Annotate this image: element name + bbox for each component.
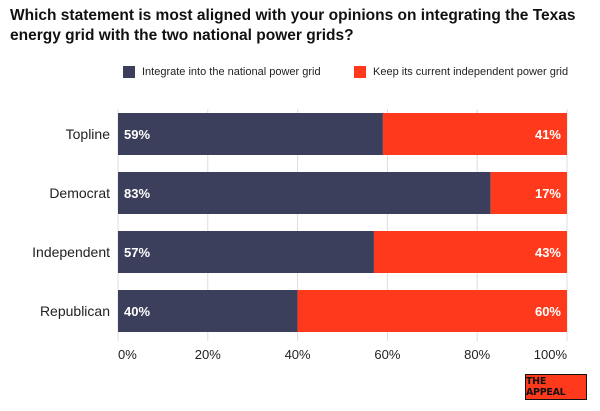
data-label: 83% [124,186,150,201]
the-appeal-logo: THE APPEAL [525,374,587,400]
legend-swatch-integrate [123,66,135,78]
bar-segment [490,172,567,214]
category-label: Independent [32,244,110,260]
bar-segment [297,290,567,332]
data-label: 17% [535,186,561,201]
legend-item-keep-independent: Keep its current independent power grid [354,66,568,78]
bar-segment [118,290,298,332]
legend: Integrate into the national power grid K… [0,66,600,82]
data-label: 60% [535,304,561,319]
x-tick-label: 20% [195,347,221,362]
legend-swatch-keep-independent [354,66,366,78]
chart-title: Which statement is most aligned with you… [10,7,576,44]
data-label: 59% [124,127,150,142]
x-tick-label: 80% [464,347,490,362]
bar-segment [118,231,374,273]
legend-item-integrate: Integrate into the national power grid [123,66,321,78]
x-tick-label: 100% [534,347,568,362]
legend-label-integrate: Integrate into the national power grid [142,66,321,78]
bar-segment [382,113,567,155]
data-label: 43% [535,245,561,260]
x-tick-label: 0% [118,347,137,362]
bar-segment [373,231,567,273]
data-label: 40% [124,304,150,319]
data-label: 41% [535,127,561,142]
x-tick-label: 40% [285,347,311,362]
category-label: Topline [66,126,111,142]
bar-segment [118,113,383,155]
category-label: Republican [40,303,110,319]
x-tick-label: 60% [374,347,400,362]
data-label: 57% [124,245,150,260]
legend-label-keep-independent: Keep its current independent power grid [373,66,569,78]
bar-segment [118,172,491,214]
category-label: Democrat [49,185,110,201]
